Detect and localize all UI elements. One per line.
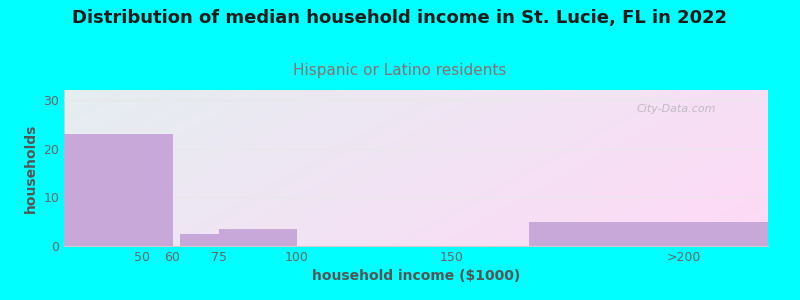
Bar [219, 229, 297, 246]
Bar [180, 234, 219, 246]
Bar [529, 222, 768, 246]
Text: Hispanic or Latino residents: Hispanic or Latino residents [294, 63, 506, 78]
X-axis label: household income ($1000): household income ($1000) [312, 269, 520, 284]
Text: City-Data.com: City-Data.com [637, 104, 716, 114]
Text: Distribution of median household income in St. Lucie, FL in 2022: Distribution of median household income … [73, 9, 727, 27]
Bar [64, 134, 173, 246]
Y-axis label: households: households [24, 123, 38, 213]
